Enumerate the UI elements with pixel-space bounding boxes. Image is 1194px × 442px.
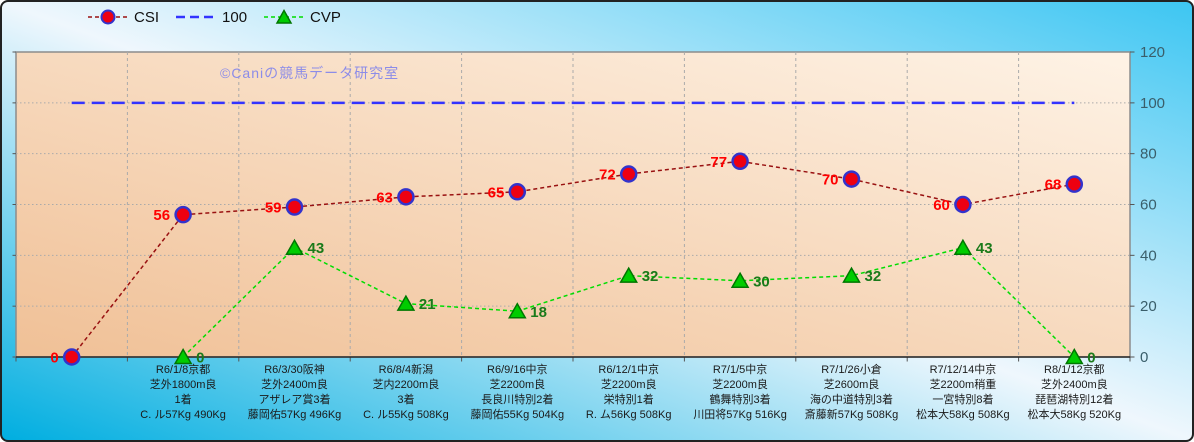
csi-point [174,205,192,224]
legend-item-cvp: CVP [264,8,341,26]
csi-point-label: 72 [599,167,616,184]
y-axis-tick-label: 0 [1140,349,1148,366]
csi-legend-point [100,9,116,25]
cvp-point-label: 32 [642,268,659,285]
cvp-point [619,266,638,283]
cvp-point-label: 18 [530,304,547,321]
y-axis-tick-label: 120 [1140,44,1165,61]
cvp-point [842,266,861,283]
cvp-point [285,238,304,255]
csi-point-label: 70 [822,172,839,189]
cvp-point-label: 43 [976,240,993,257]
legend-label-100: 100 [222,8,248,26]
legend: CSI 100 CVP [88,8,341,26]
y-axis-tick-label: 20 [1140,298,1157,315]
cvp-point [1065,347,1084,365]
cvp-point [953,238,973,255]
cvp-point [508,302,527,319]
legend-label-cvp: CVP [310,8,341,26]
csi-point-label: 63 [376,189,393,206]
cvp-point-label: 21 [419,296,436,313]
csi-point-label: 56 [153,207,170,224]
csi-point [731,152,749,171]
y-axis-tick-label: 100 [1140,95,1165,112]
cvp-point-label: 32 [865,268,882,285]
csi-point [954,195,972,214]
y-axis-tick-label: 40 [1140,247,1157,264]
csi-point [1065,175,1084,193]
csi-point [397,188,415,206]
csi-point-label: 60 [933,197,950,214]
csi-point [508,183,527,201]
cvp-legend-marker-icon [264,8,305,24]
csi-point-label: 65 [488,184,505,201]
csi-line [71,160,1075,358]
csi-point [619,165,638,183]
csi-point-label: 68 [1045,177,1062,194]
cvp-point-label: 0 [196,350,204,367]
csi-point [62,348,81,366]
cvp-point [730,271,750,288]
cvp-point-label: 43 [308,240,325,257]
csi-point-label: 77 [710,154,727,171]
csi-point-label: 0 [50,350,58,367]
legend-label-csi: CSI [134,8,160,26]
legend-item-100: 100 [176,8,247,26]
cvp-point [173,347,193,365]
csi-legend-marker-icon [88,9,128,25]
cvp-point [396,294,416,311]
csi-point [285,198,304,216]
y-axis-tick-label: 60 [1140,197,1157,214]
y-axis-tick-label: 80 [1140,146,1157,163]
cvp-point-label: 30 [753,273,770,290]
cvp-legend-point [275,8,293,24]
csi-point-label: 59 [265,200,282,217]
cvp-point-label: 0 [1087,350,1095,367]
legend-item-csi: CSI [88,8,159,26]
hundred-legend-marker-icon [176,15,217,19]
csi-point [842,170,861,188]
cvp-line [182,246,1075,358]
watermark: ©Caniの競馬データ研究室 [220,65,400,81]
